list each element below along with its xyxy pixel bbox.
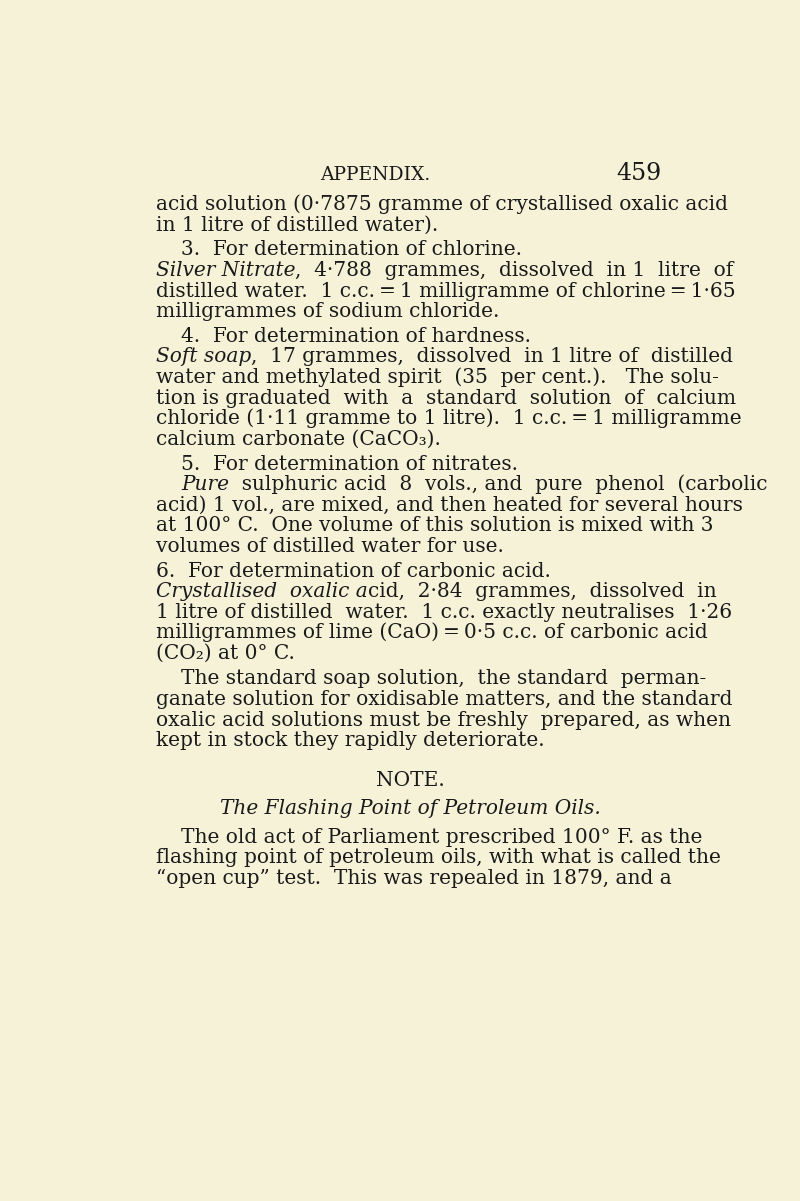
Text: Soft soap: Soft soap [156,347,251,366]
Text: (CO₂) at 0° C.: (CO₂) at 0° C. [156,644,294,663]
Text: tion is graduated  with  a  standard  solution  of  calcium: tion is graduated with a standard soluti… [156,389,736,408]
Text: chloride (1·11 gramme to 1 litre).  1 c.c. = 1 milligramme: chloride (1·11 gramme to 1 litre). 1 c.c… [156,408,742,429]
Text: acid solution (0·7875 gramme of crystallised oxalic acid: acid solution (0·7875 gramme of crystall… [156,195,728,214]
Text: milligrammes of lime (CaO) = 0·5 c.c. of carbonic acid: milligrammes of lime (CaO) = 0·5 c.c. of… [156,623,707,643]
Text: ,  17 grammes,  dissolved  in 1 litre of  distilled: , 17 grammes, dissolved in 1 litre of di… [251,347,733,366]
Text: milligrammes of sodium chloride.: milligrammes of sodium chloride. [156,303,499,322]
Text: cid,  2·84  grammes,  dissolved  in: cid, 2·84 grammes, dissolved in [367,582,716,602]
Text: water and methylated spirit  (35  per cent.).   The solu-: water and methylated spirit (35 per cent… [156,368,718,387]
Text: The old act of Parliament prescribed 100° F. as the: The old act of Parliament prescribed 100… [182,827,702,847]
Text: 5.  For determination of nitrates.: 5. For determination of nitrates. [182,454,518,473]
Text: 4.  For determination of hardness.: 4. For determination of hardness. [182,327,531,346]
Text: Silver Nitrate: Silver Nitrate [156,261,295,280]
Text: The Flashing Point of Petroleum Oils.: The Flashing Point of Petroleum Oils. [220,800,600,819]
Text: Pure: Pure [182,476,230,494]
Text: 1 litre of distilled  water.  1 c.c. exactly neutralises  1·26: 1 litre of distilled water. 1 c.c. exact… [156,603,732,622]
Text: ,  4·788  grammes,  dissolved  in 1  litre  of: , 4·788 grammes, dissolved in 1 litre of [295,261,734,280]
Text: 6.  For determination of carbonic acid.: 6. For determination of carbonic acid. [156,562,550,580]
Text: APPENDIX.: APPENDIX. [320,166,430,184]
Text: 459: 459 [617,162,662,185]
Text: sulphuric acid  8  vols., and  pure  phenol  (carbolic: sulphuric acid 8 vols., and pure phenol … [230,474,768,494]
Text: acid) 1 vol., are mixed, and then heated for several hours: acid) 1 vol., are mixed, and then heated… [156,496,742,515]
Text: The standard soap solution,  the standard  perman-: The standard soap solution, the standard… [182,669,706,688]
Text: 3.  For determination of chlorine.: 3. For determination of chlorine. [182,240,522,259]
Text: distilled water.  1 c.c. = 1 milligramme of chlorine = 1·65: distilled water. 1 c.c. = 1 milligramme … [156,282,735,300]
Text: calcium carbonate (CaCO₃).: calcium carbonate (CaCO₃). [156,430,441,449]
Text: NOTE.: NOTE. [376,771,444,790]
Text: in 1 litre of distilled water).: in 1 litre of distilled water). [156,216,438,235]
Text: volumes of distilled water for use.: volumes of distilled water for use. [156,537,504,556]
Text: flashing point of petroleum oils, with what is called the: flashing point of petroleum oils, with w… [156,848,721,867]
Text: ganate solution for oxidisable matters, and the standard: ganate solution for oxidisable matters, … [156,691,732,709]
Text: at 100° C.  One volume of this solution is mixed with 3: at 100° C. One volume of this solution i… [156,516,714,536]
Text: kept in stock they rapidly deteriorate.: kept in stock they rapidly deteriorate. [156,731,545,751]
Text: oxalic acid solutions must be freshly  prepared, as when: oxalic acid solutions must be freshly pr… [156,711,731,730]
Text: “open cup” test.  This was repealed in 1879, and a: “open cup” test. This was repealed in 18… [156,870,671,888]
Text: Crystallised  oxalic a: Crystallised oxalic a [156,582,367,602]
